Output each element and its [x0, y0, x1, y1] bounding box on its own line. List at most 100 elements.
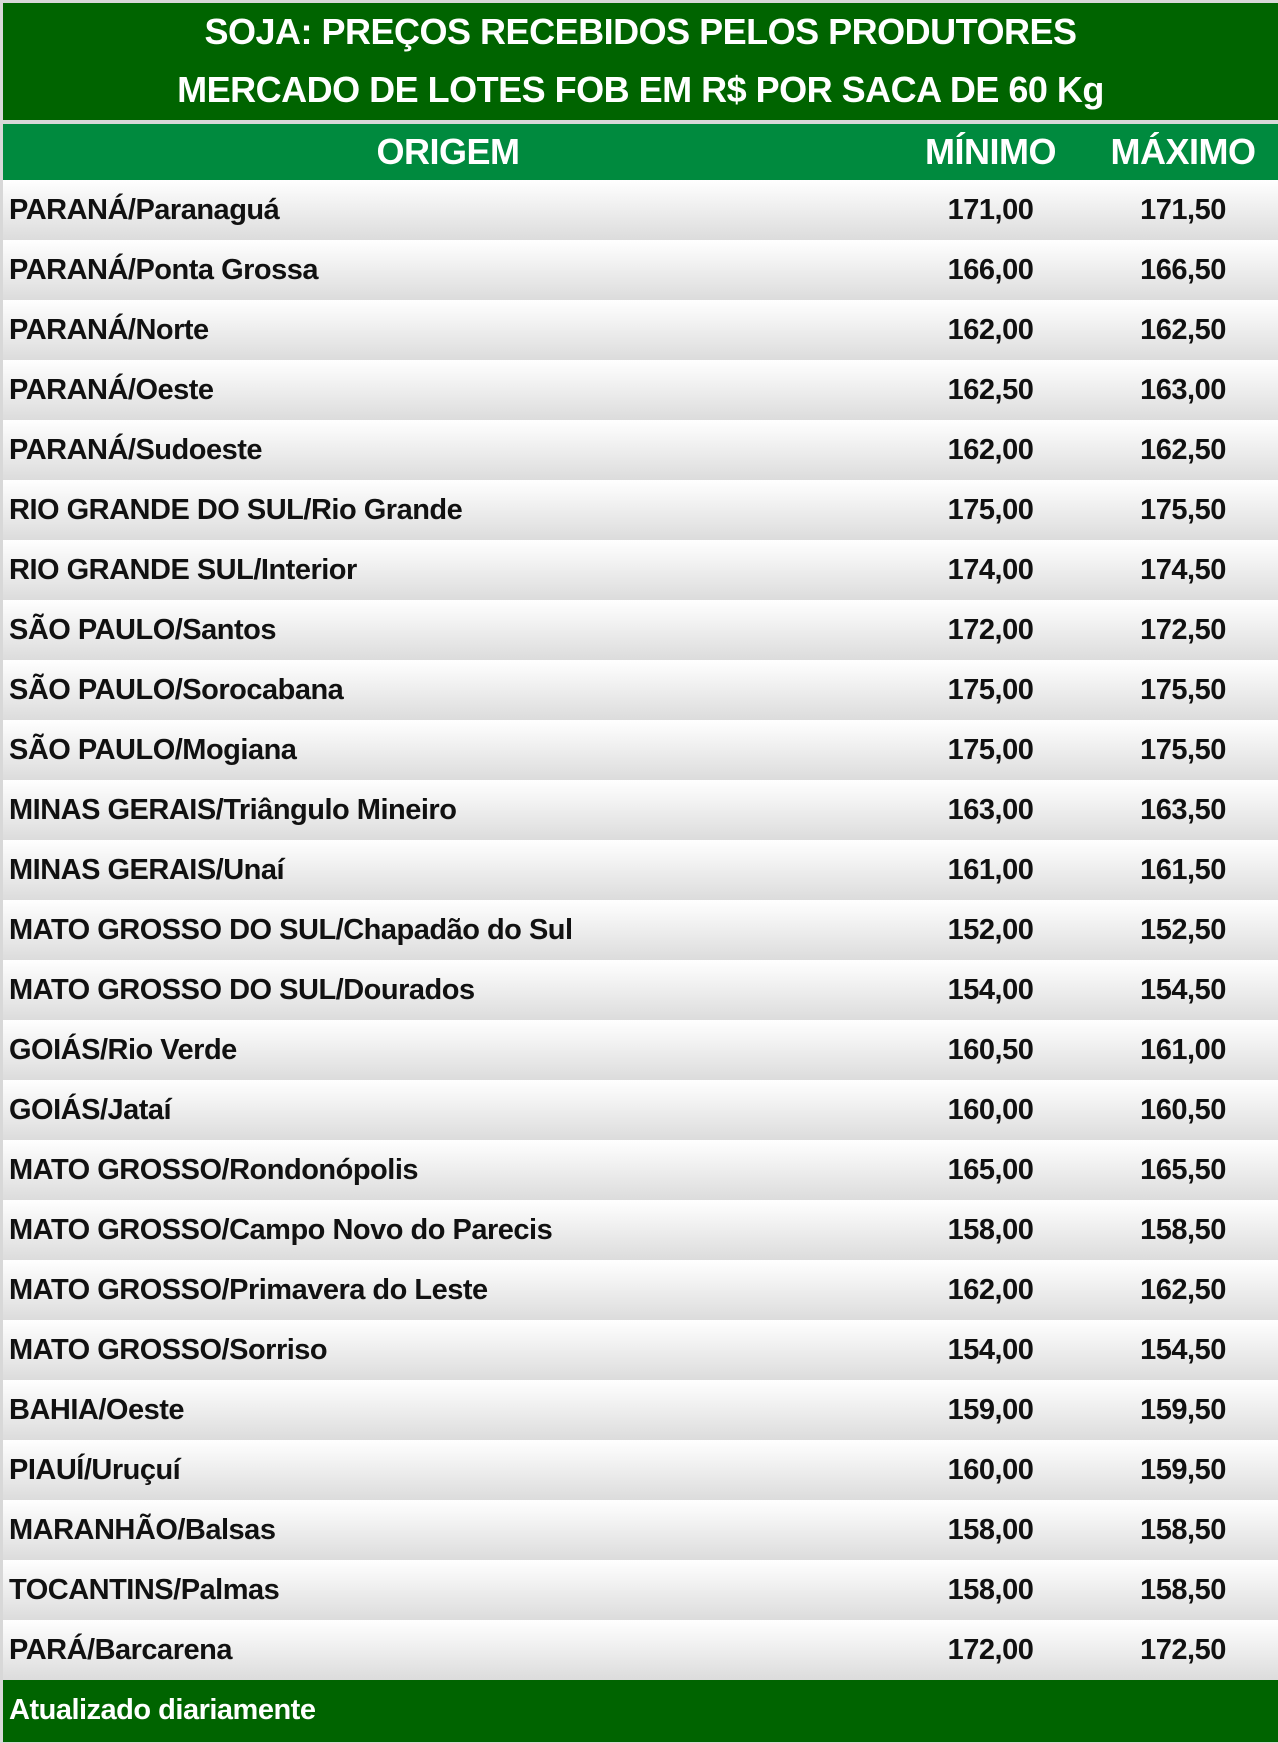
table-row: TOCANTINS/Palmas 158,00 158,50 [3, 1560, 1278, 1620]
table-row: PARANÁ/Ponta Grossa 166,00 166,50 [3, 240, 1278, 300]
max-price-cell: 162,50 [1140, 1273, 1226, 1306]
title-line-1: SOJA: PREÇOS RECEBIDOS PELOS PRODUTORES [204, 11, 1078, 52]
origin-cell: RIO GRANDE DO SUL/Rio Grande [9, 493, 463, 526]
origin-cell: PARANÁ/Sudoeste [9, 433, 263, 466]
min-price-cell: 172,00 [947, 613, 1034, 646]
table-row: SÃO PAULO/Santos 172,00 172,50 [3, 600, 1278, 660]
origin-cell: PARANÁ/Norte [9, 313, 209, 346]
max-price-cell: 175,50 [1140, 733, 1226, 766]
min-price-cell: 158,00 [947, 1213, 1034, 1246]
min-price-cell: 175,00 [947, 493, 1034, 526]
max-price-cell: 171,50 [1140, 193, 1226, 226]
max-price-cell: 158,50 [1140, 1213, 1226, 1246]
min-price-cell: 154,00 [947, 1333, 1034, 1366]
table-row: RIO GRANDE DO SUL/Rio Grande 175,00 175,50 [3, 480, 1278, 540]
max-price-cell: 159,50 [1140, 1453, 1226, 1486]
min-price-cell: 158,00 [947, 1513, 1034, 1546]
price-table: SOJA: PREÇOS RECEBIDOS PELOS PRODUTORES … [3, 3, 1278, 1742]
max-price-cell: 152,50 [1140, 913, 1226, 946]
min-price-cell: 160,50 [947, 1033, 1034, 1066]
origin-cell: SÃO PAULO/Santos [9, 613, 277, 646]
max-price-cell: 158,50 [1140, 1513, 1226, 1546]
origin-cell: MINAS GERAIS/Unaí [9, 853, 285, 886]
origin-cell: MATO GROSSO/Sorriso [9, 1333, 328, 1366]
origin-cell: PARANÁ/Paranaguá [9, 193, 280, 226]
table-row: PARANÁ/Sudoeste 162,00 162,50 [3, 420, 1278, 480]
origin-cell: MARANHÃO/Balsas [9, 1513, 276, 1546]
min-price-cell: 175,00 [947, 673, 1034, 706]
min-price-cell: 166,00 [947, 253, 1034, 286]
min-price-cell: 163,00 [947, 793, 1034, 826]
table-row: SÃO PAULO/Sorocabana 175,00 175,50 [3, 660, 1278, 720]
origin-cell: MINAS GERAIS/Triângulo Mineiro [9, 793, 457, 826]
min-price-cell: 174,00 [947, 553, 1034, 586]
table-row: MATO GROSSO/Sorriso 154,00 154,50 [3, 1320, 1278, 1380]
max-price-cell: 174,50 [1140, 553, 1226, 586]
table-row: MARANHÃO/Balsas 158,00 158,50 [3, 1500, 1278, 1560]
origin-cell: PARÁ/Barcarena [9, 1633, 232, 1666]
min-price-cell: 175,00 [947, 733, 1034, 766]
table-row: MATO GROSSO DO SUL/Chapadão do Sul 152,00… [3, 900, 1278, 960]
header-minimo: MÍNIMO [925, 131, 1056, 172]
origin-cell: RIO GRANDE SUL/Interior [9, 553, 357, 586]
table-row: MATO GROSSO DO SUL/Dourados 154,00 154,50 [3, 960, 1278, 1020]
max-price-cell: 162,50 [1140, 433, 1226, 466]
min-price-cell: 162,00 [947, 433, 1034, 466]
origin-cell: MATO GROSSO DO SUL/Chapadão do Sul [9, 913, 573, 946]
header-maximo: MÁXIMO [1110, 131, 1257, 172]
table-row: PARÁ/Barcarena 172,00 172,50 [3, 1620, 1278, 1680]
max-price-cell: 166,50 [1140, 253, 1226, 286]
origin-cell: PIAUÍ/Uruçuí [9, 1453, 181, 1486]
table-row: MATO GROSSO/Campo Novo do Parecis 158,00 1… [3, 1200, 1278, 1260]
max-price-cell: 158,50 [1140, 1573, 1226, 1606]
table-row: PARANÁ/Norte 162,00 162,50 [3, 300, 1278, 360]
origin-cell: MATO GROSSO/Campo Novo do Parecis [9, 1213, 553, 1246]
max-price-cell: 175,50 [1140, 493, 1226, 526]
table-row: GOIÁS/Rio Verde 160,50 161,00 [3, 1020, 1278, 1080]
table-row: BAHIA/Oeste 159,00 159,50 [3, 1380, 1278, 1440]
origin-cell: SÃO PAULO/Mogiana [9, 733, 297, 766]
max-price-cell: 154,50 [1140, 1333, 1226, 1366]
origin-cell: GOIÁS/Rio Verde [9, 1033, 237, 1066]
table-title: SOJA: PREÇOS RECEBIDOS PELOS PRODUTORES … [3, 3, 1278, 120]
max-price-cell: 163,00 [1140, 373, 1226, 406]
title-line-2: MERCADO DE LOTES FOB EM R$ POR SACA DE 6… [177, 69, 1104, 110]
min-price-cell: 161,00 [947, 853, 1034, 886]
table-footer: Atualizado diariamente [3, 1680, 1278, 1742]
min-price-cell: 160,00 [947, 1453, 1034, 1486]
min-price-cell: 158,00 [947, 1573, 1034, 1606]
min-price-cell: 162,00 [947, 1273, 1034, 1306]
min-price-cell: 159,00 [947, 1393, 1034, 1426]
table-body: PARANÁ/Paranaguá 171,00 171,50 PARANÁ/Ponta… [3, 180, 1278, 1680]
table-row: MATO GROSSO/Primavera do Leste 162,00 162,… [3, 1260, 1278, 1320]
min-price-cell: 152,00 [947, 913, 1034, 946]
table-row: PARANÁ/Oeste 162,50 163,00 [3, 360, 1278, 420]
table-row: GOIÁS/Jataí 160,00 160,50 [3, 1080, 1278, 1140]
min-price-cell: 162,00 [947, 313, 1034, 346]
origin-cell: BAHIA/Oeste [9, 1393, 185, 1426]
max-price-cell: 172,50 [1140, 613, 1226, 646]
min-price-cell: 172,00 [947, 1633, 1034, 1666]
table-row: RIO GRANDE SUL/Interior 174,00 174,50 [3, 540, 1278, 600]
table-row: PARANÁ/Paranaguá 171,00 171,50 [3, 180, 1278, 240]
origin-cell: PARANÁ/Ponta Grossa [9, 253, 319, 286]
max-price-cell: 162,50 [1140, 313, 1226, 346]
max-price-cell: 163,50 [1140, 793, 1226, 826]
table-row: SÃO PAULO/Mogiana 175,00 175,50 [3, 720, 1278, 780]
max-price-cell: 161,50 [1140, 853, 1226, 886]
table-row: PIAUÍ/Uruçuí 160,00 159,50 [3, 1440, 1278, 1500]
table-row: MINAS GERAIS/Unaí 161,00 161,50 [3, 840, 1278, 900]
table-row: MATO GROSSO/Rondonópolis 165,00 165,50 [3, 1140, 1278, 1200]
max-price-cell: 161,00 [1140, 1033, 1226, 1066]
origin-cell: GOIÁS/Jataí [9, 1093, 172, 1126]
min-price-cell: 160,00 [947, 1093, 1034, 1126]
min-price-cell: 165,00 [947, 1153, 1034, 1186]
max-price-cell: 154,50 [1140, 973, 1226, 1006]
max-price-cell: 175,50 [1140, 673, 1226, 706]
origin-cell: MATO GROSSO DO SUL/Dourados [9, 973, 475, 1006]
origin-cell: MATO GROSSO/Rondonópolis [9, 1153, 419, 1186]
max-price-cell: 159,50 [1140, 1393, 1226, 1426]
table-header: ORIGEM MÍNIMO MÁXIMO [3, 124, 1278, 180]
max-price-cell: 160,50 [1140, 1093, 1226, 1126]
header-origem: ORIGEM [376, 131, 520, 172]
